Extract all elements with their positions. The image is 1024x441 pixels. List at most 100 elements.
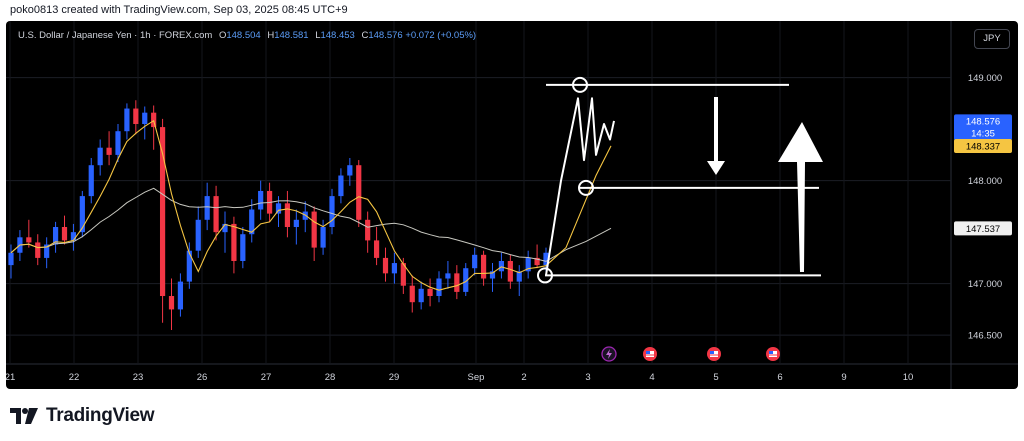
x-tick-label: 21	[6, 372, 15, 383]
candle-body	[498, 260, 505, 272]
candle-body	[525, 257, 531, 272]
chart-panel[interactable]: 149.000 148.000 147.000 146.500 21 22 23 26 27 28…	[6, 21, 1018, 389]
x-tick-label: 6	[777, 372, 782, 383]
x-tick-label: 26	[197, 372, 208, 383]
pivot-circle	[572, 76, 588, 93]
y-tick-label: 149.000	[968, 73, 1002, 84]
candle-body	[44, 244, 50, 258]
candle-body	[489, 271, 496, 279]
candle-body	[8, 252, 14, 266]
candle-body	[472, 254, 478, 269]
slow-moving-average-line	[10, 187, 612, 262]
slow-ma-price-label: 147.537	[966, 224, 1000, 235]
candle-body	[258, 190, 264, 210]
candle-body	[61, 227, 68, 241]
candle-body	[543, 252, 549, 266]
candle-body	[454, 273, 460, 292]
flag-canton	[769, 351, 773, 354]
candle-body	[240, 234, 246, 261]
last-price-label: 148.576	[966, 116, 1000, 127]
open-label: O	[218, 30, 227, 41]
low-value: 148.453	[320, 30, 355, 41]
x-tick-label: 10	[903, 372, 914, 383]
candle-body	[106, 147, 112, 155]
pivot-circle	[578, 179, 594, 196]
candle-body	[329, 196, 335, 228]
slow-ma-price-tag	[954, 221, 1012, 236]
high-value: 148.581	[274, 30, 309, 41]
us-flag-icon[interactable]	[707, 347, 721, 361]
candle-body	[186, 250, 192, 282]
last-price-tag	[954, 114, 1012, 141]
candle-body	[338, 175, 344, 197]
x-tick-label: 5	[713, 372, 718, 383]
candle-body	[79, 196, 85, 233]
x-tick-label: 27	[261, 372, 272, 383]
open-value: 148.504	[226, 30, 261, 41]
flag-canton	[710, 351, 714, 354]
us-flag-icon[interactable]	[766, 347, 780, 361]
ma-price-tag	[954, 138, 1012, 153]
candle-body	[213, 196, 219, 233]
price-path-drawing	[545, 97, 615, 276]
brand-name: TradingView	[46, 405, 155, 426]
close-label: C	[361, 30, 369, 41]
candle-body	[168, 296, 175, 310]
x-tick-label: 23	[133, 372, 144, 383]
candle-body	[204, 196, 210, 220]
tradingview-logo-icon	[10, 408, 38, 424]
candle-body	[231, 223, 237, 261]
candle-body	[88, 165, 94, 197]
candle-body	[249, 209, 255, 235]
candle-body	[133, 108, 139, 125]
candle-body	[151, 112, 157, 128]
x-tick-label: 28	[325, 372, 336, 383]
chart-credit: poko0813 created with TradingView.com, S…	[10, 4, 348, 16]
low-label: L	[315, 30, 321, 41]
candle-body	[311, 211, 317, 248]
candle-body	[365, 219, 371, 241]
x-tick-label: 3	[585, 372, 590, 383]
change-value: +0.072 (+0.05%)	[405, 30, 477, 41]
tradingview-brand: TradingView	[10, 404, 155, 428]
lightning-glyph	[606, 349, 612, 359]
flag-canton	[646, 351, 650, 354]
candle-body	[480, 254, 487, 279]
candle-body	[35, 242, 41, 258]
candle-body	[115, 131, 121, 155]
candle-body	[347, 165, 353, 176]
x-tick-label: 2	[521, 372, 526, 383]
high-label: H	[267, 30, 275, 41]
fast-moving-average-line	[10, 119, 612, 291]
candle-body	[507, 260, 513, 282]
down-arrow	[707, 97, 725, 175]
candle-body	[124, 108, 130, 132]
candle-body	[445, 273, 451, 279]
candle-body	[275, 203, 282, 214]
up-arrow	[778, 122, 823, 272]
candle-body	[293, 219, 299, 228]
symbol-name: U.S. Dollar / Japanese Yen · 1h · FOREX.…	[18, 30, 213, 41]
pivot-circle	[537, 267, 553, 284]
candle-body	[70, 232, 77, 241]
y-tick-label: 147.000	[968, 279, 1002, 290]
last-price-time: 14:35	[971, 128, 995, 139]
candle-body	[382, 257, 389, 274]
us-flag-icon[interactable]	[643, 347, 657, 361]
candle-body	[97, 147, 103, 166]
candle-body	[52, 227, 59, 245]
candle-body	[436, 278, 442, 297]
currency-button[interactable]: JPY	[974, 29, 1010, 49]
y-tick-label: 146.500	[968, 331, 1002, 342]
x-tick-label: 4	[649, 372, 654, 383]
y-tick-label: 148.000	[968, 176, 1002, 187]
candle-body	[516, 271, 522, 282]
candle-body	[356, 165, 362, 220]
lightning-icon[interactable]	[601, 346, 617, 362]
candle-body	[195, 219, 201, 251]
x-tick-label: 29	[389, 372, 400, 383]
x-tick-label: Sep	[468, 372, 485, 383]
candle-body	[177, 281, 184, 310]
candle-body	[427, 288, 433, 297]
